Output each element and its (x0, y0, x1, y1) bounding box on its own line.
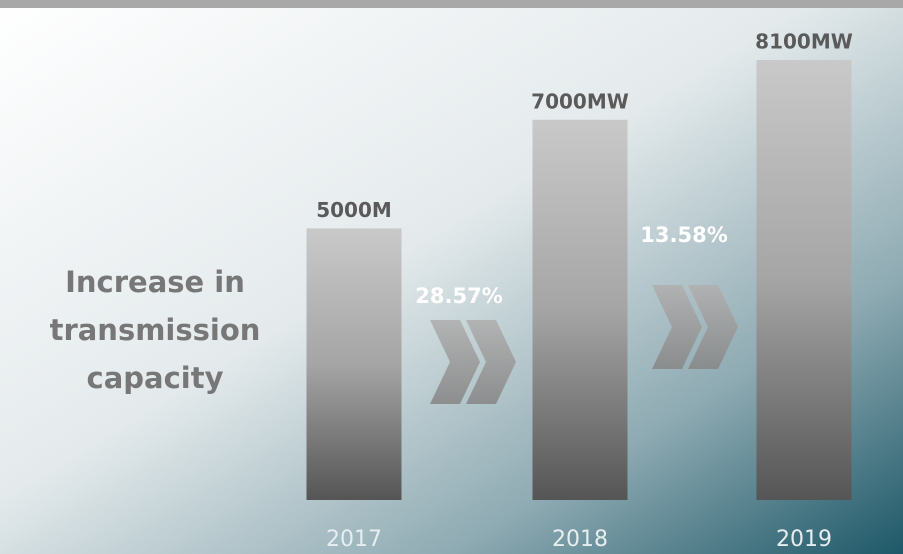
chevron (466, 320, 516, 404)
x-tick-label: 2019 (776, 527, 832, 552)
bar (756, 60, 852, 500)
bar (532, 119, 628, 501)
growth-annotation: 13.58% (640, 223, 727, 247)
growth-annotation: 28.57% (415, 284, 502, 308)
chevron (652, 285, 702, 369)
x-tick-label: 2017 (326, 527, 382, 552)
chart-title: Increase in transmission capacity (49, 265, 261, 395)
value-label: 5000M (316, 198, 392, 222)
chevron (430, 320, 480, 404)
top-strip (0, 0, 903, 8)
x-tick-label: 2018 (552, 527, 608, 552)
value-label: 8100MW (755, 30, 853, 54)
chevron (688, 285, 738, 369)
value-label: 7000MW (531, 89, 629, 113)
bar (306, 228, 402, 500)
